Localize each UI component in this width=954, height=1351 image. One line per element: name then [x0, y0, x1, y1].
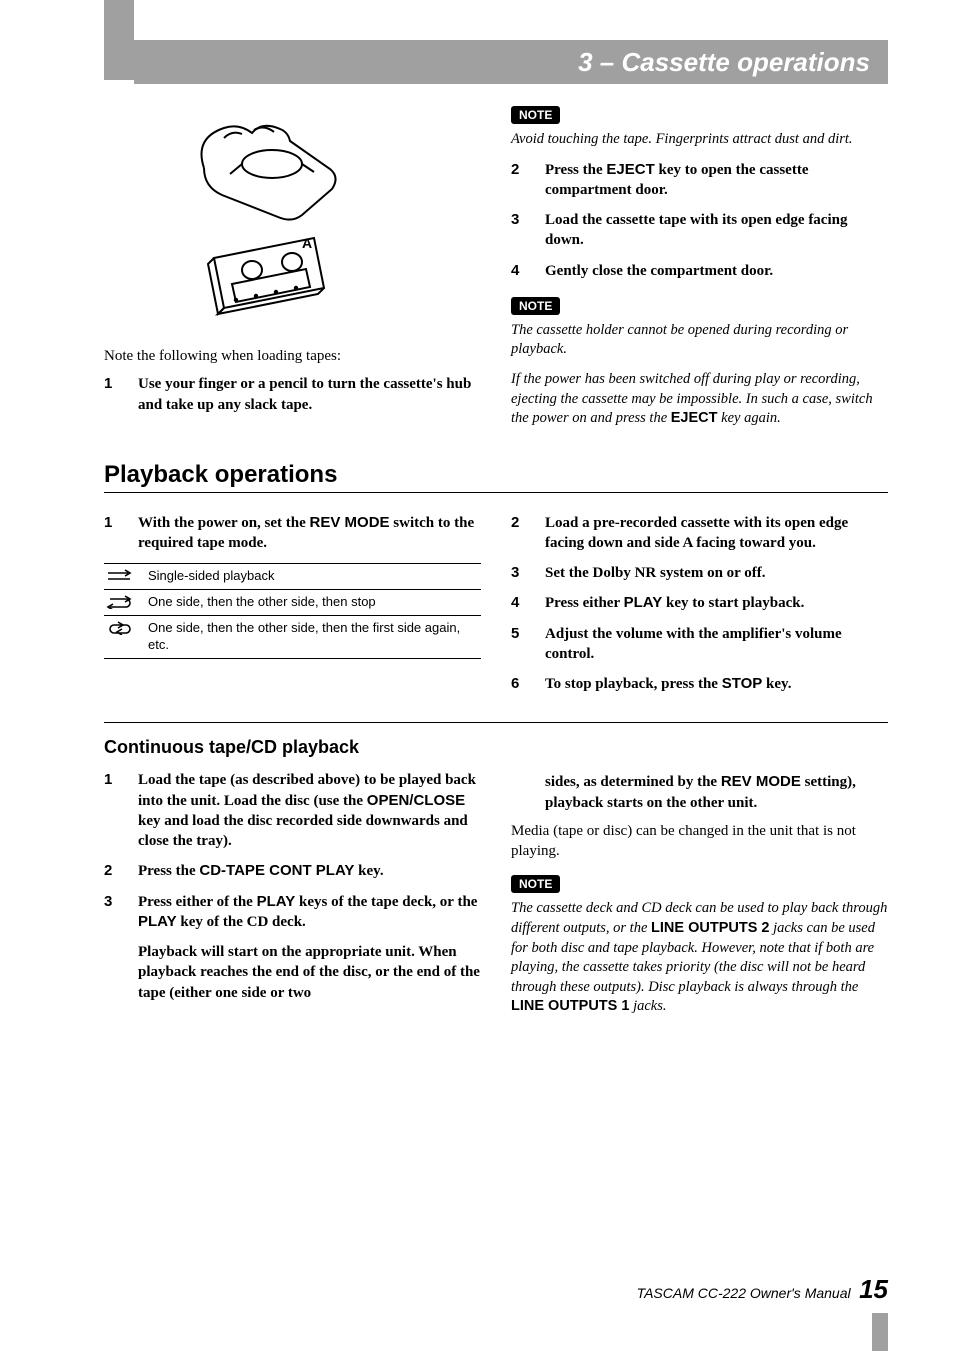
footer: TASCAM CC-222 Owner's Manual 15: [637, 1274, 888, 1305]
playback-left-steps: 1 With the power on, set the REV MODE sw…: [104, 513, 481, 554]
step-text: Adjust the volume with the amplifier's v…: [545, 624, 888, 665]
step-number: 2: [511, 160, 527, 201]
note-badge: NOTE: [511, 106, 560, 124]
step-2: 2 Press the EJECT key to open the casset…: [511, 160, 888, 201]
step-text: Press either PLAY key to start playback.: [545, 593, 888, 613]
step-number: 4: [511, 593, 527, 613]
playback-block: 1 With the power on, set the REV MODE sw…: [104, 507, 888, 705]
mode-desc: One side, then the other side, then the …: [146, 615, 481, 658]
step-number: 6: [511, 674, 527, 694]
step-text: Use your finger or a pencil to turn the …: [138, 374, 481, 415]
step-6: 6 To stop playback, press the STOP key.: [511, 674, 888, 694]
note-badge: NOTE: [511, 875, 560, 893]
continuous-heading: Continuous tape/CD playback: [104, 737, 888, 758]
table-row: Single-sided playback: [104, 564, 481, 590]
step-1: 1 Load the tape (as described above) to …: [104, 770, 481, 851]
section-title: 3 – Cassette operations: [578, 47, 870, 78]
mode-icon-both: [104, 590, 146, 616]
step-4: 4 Gently close the compartment door.: [511, 261, 888, 281]
rule: [104, 492, 888, 493]
footer-text: TASCAM CC-222 Owner's Manual: [637, 1285, 851, 1301]
continuous-right-para: Media (tape or disc) can be changed in t…: [511, 821, 888, 862]
step-1: 1 With the power on, set the REV MODE sw…: [104, 513, 481, 554]
table-row: One side, then the other side, then stop: [104, 590, 481, 616]
playback-left-col: 1 With the power on, set the REV MODE sw…: [104, 507, 481, 705]
step-text: Press the CD-TAPE CONT PLAY key.: [138, 861, 481, 881]
cassette-illustration: A: [174, 108, 354, 338]
note-text-outputs: The cassette deck and CD deck can be use…: [511, 899, 888, 1016]
step-number: 3: [511, 563, 527, 583]
loading-left-col: A Note the following when loading tapes:…: [104, 100, 481, 439]
step-text: Set the Dolby NR system on or off.: [545, 563, 888, 583]
step-4: 4 Press either PLAY key to start playbac…: [511, 593, 888, 613]
step-number: 3: [511, 210, 527, 251]
content-area: A Note the following when loading tapes:…: [104, 100, 888, 1311]
mode-icon-single: [104, 564, 146, 590]
note-text-2: The cassette holder cannot be opened dur…: [511, 321, 888, 360]
step-text: Press either of the PLAY keys of the tap…: [138, 892, 481, 933]
loading-left-steps: 1 Use your finger or a pencil to turn th…: [104, 374, 481, 415]
step-2: 2 Load a pre-recorded cassette with its …: [511, 513, 888, 554]
table-row: One side, then the other side, then the …: [104, 615, 481, 658]
rev-mode-table: Single-sided playback One side, then the…: [104, 563, 481, 659]
continuous-right-cont: sides, as determined by the REV MODE set…: [545, 772, 888, 813]
mode-desc: Single-sided playback: [146, 564, 481, 590]
playback-right-steps: 2 Load a pre-recorded cassette with its …: [511, 513, 888, 695]
step-text: Load a pre-recorded cassette with its op…: [545, 513, 888, 554]
page-number: 15: [859, 1274, 888, 1304]
note-text-3: If the power has been switched off durin…: [511, 370, 888, 429]
step-number: 5: [511, 624, 527, 665]
footer-accent: [872, 1313, 888, 1351]
step-text: To stop playback, press the STOP key.: [545, 674, 888, 694]
mode-icon-loop: [104, 615, 146, 658]
step-1: 1 Use your finger or a pencil to turn th…: [104, 374, 481, 415]
step-5: 5 Adjust the volume with the amplifier's…: [511, 624, 888, 665]
loading-intro: Note the following when loading tapes:: [104, 346, 481, 366]
continuous-left-col: 1 Load the tape (as described above) to …: [104, 764, 481, 1026]
step-number: 2: [511, 513, 527, 554]
step-text: Load the tape (as described above) to be…: [138, 770, 481, 851]
playback-heading: Playback operations: [104, 461, 888, 489]
continuous-left-para: Playback will start on the appropriate u…: [138, 942, 481, 1003]
svg-text:A: A: [302, 235, 312, 251]
step-number: 4: [511, 261, 527, 281]
top-bar-accent: [104, 0, 134, 80]
step-number: 1: [104, 513, 120, 554]
continuous-block: 1 Load the tape (as described above) to …: [104, 764, 888, 1026]
step-number: 2: [104, 861, 120, 881]
section-header: 3 – Cassette operations: [134, 40, 888, 84]
step-text: Load the cassette tape with its open edg…: [545, 210, 888, 251]
page: 3 – Cassette operations: [0, 0, 954, 1351]
step-text: With the power on, set the REV MODE swit…: [138, 513, 481, 554]
loading-right-col: NOTE Avoid touching the tape. Fingerprin…: [511, 100, 888, 439]
mode-desc: One side, then the other side, then stop: [146, 590, 481, 616]
step-3: 3 Load the cassette tape with its open e…: [511, 210, 888, 251]
step-text: Press the EJECT key to open the cassette…: [545, 160, 888, 201]
loading-block: A Note the following when loading tapes:…: [104, 100, 888, 439]
playback-right-col: 2 Load a pre-recorded cassette with its …: [511, 507, 888, 705]
step-number: 3: [104, 892, 120, 933]
step-3: 3 Set the Dolby NR system on or off.: [511, 563, 888, 583]
rule: [104, 722, 888, 723]
step-2: 2 Press the CD-TAPE CONT PLAY key.: [104, 861, 481, 881]
step-3: 3 Press either of the PLAY keys of the t…: [104, 892, 481, 933]
note-badge: NOTE: [511, 297, 560, 315]
loading-right-steps: 2 Press the EJECT key to open the casset…: [511, 160, 888, 281]
note-text-1: Avoid touching the tape. Fingerprints at…: [511, 130, 888, 150]
continuous-left-steps: 1 Load the tape (as described above) to …: [104, 770, 481, 932]
continuous-right-col: sides, as determined by the REV MODE set…: [511, 764, 888, 1026]
step-text: Gently close the compartment door.: [545, 261, 888, 281]
step-number: 1: [104, 374, 120, 415]
step-number: 1: [104, 770, 120, 851]
